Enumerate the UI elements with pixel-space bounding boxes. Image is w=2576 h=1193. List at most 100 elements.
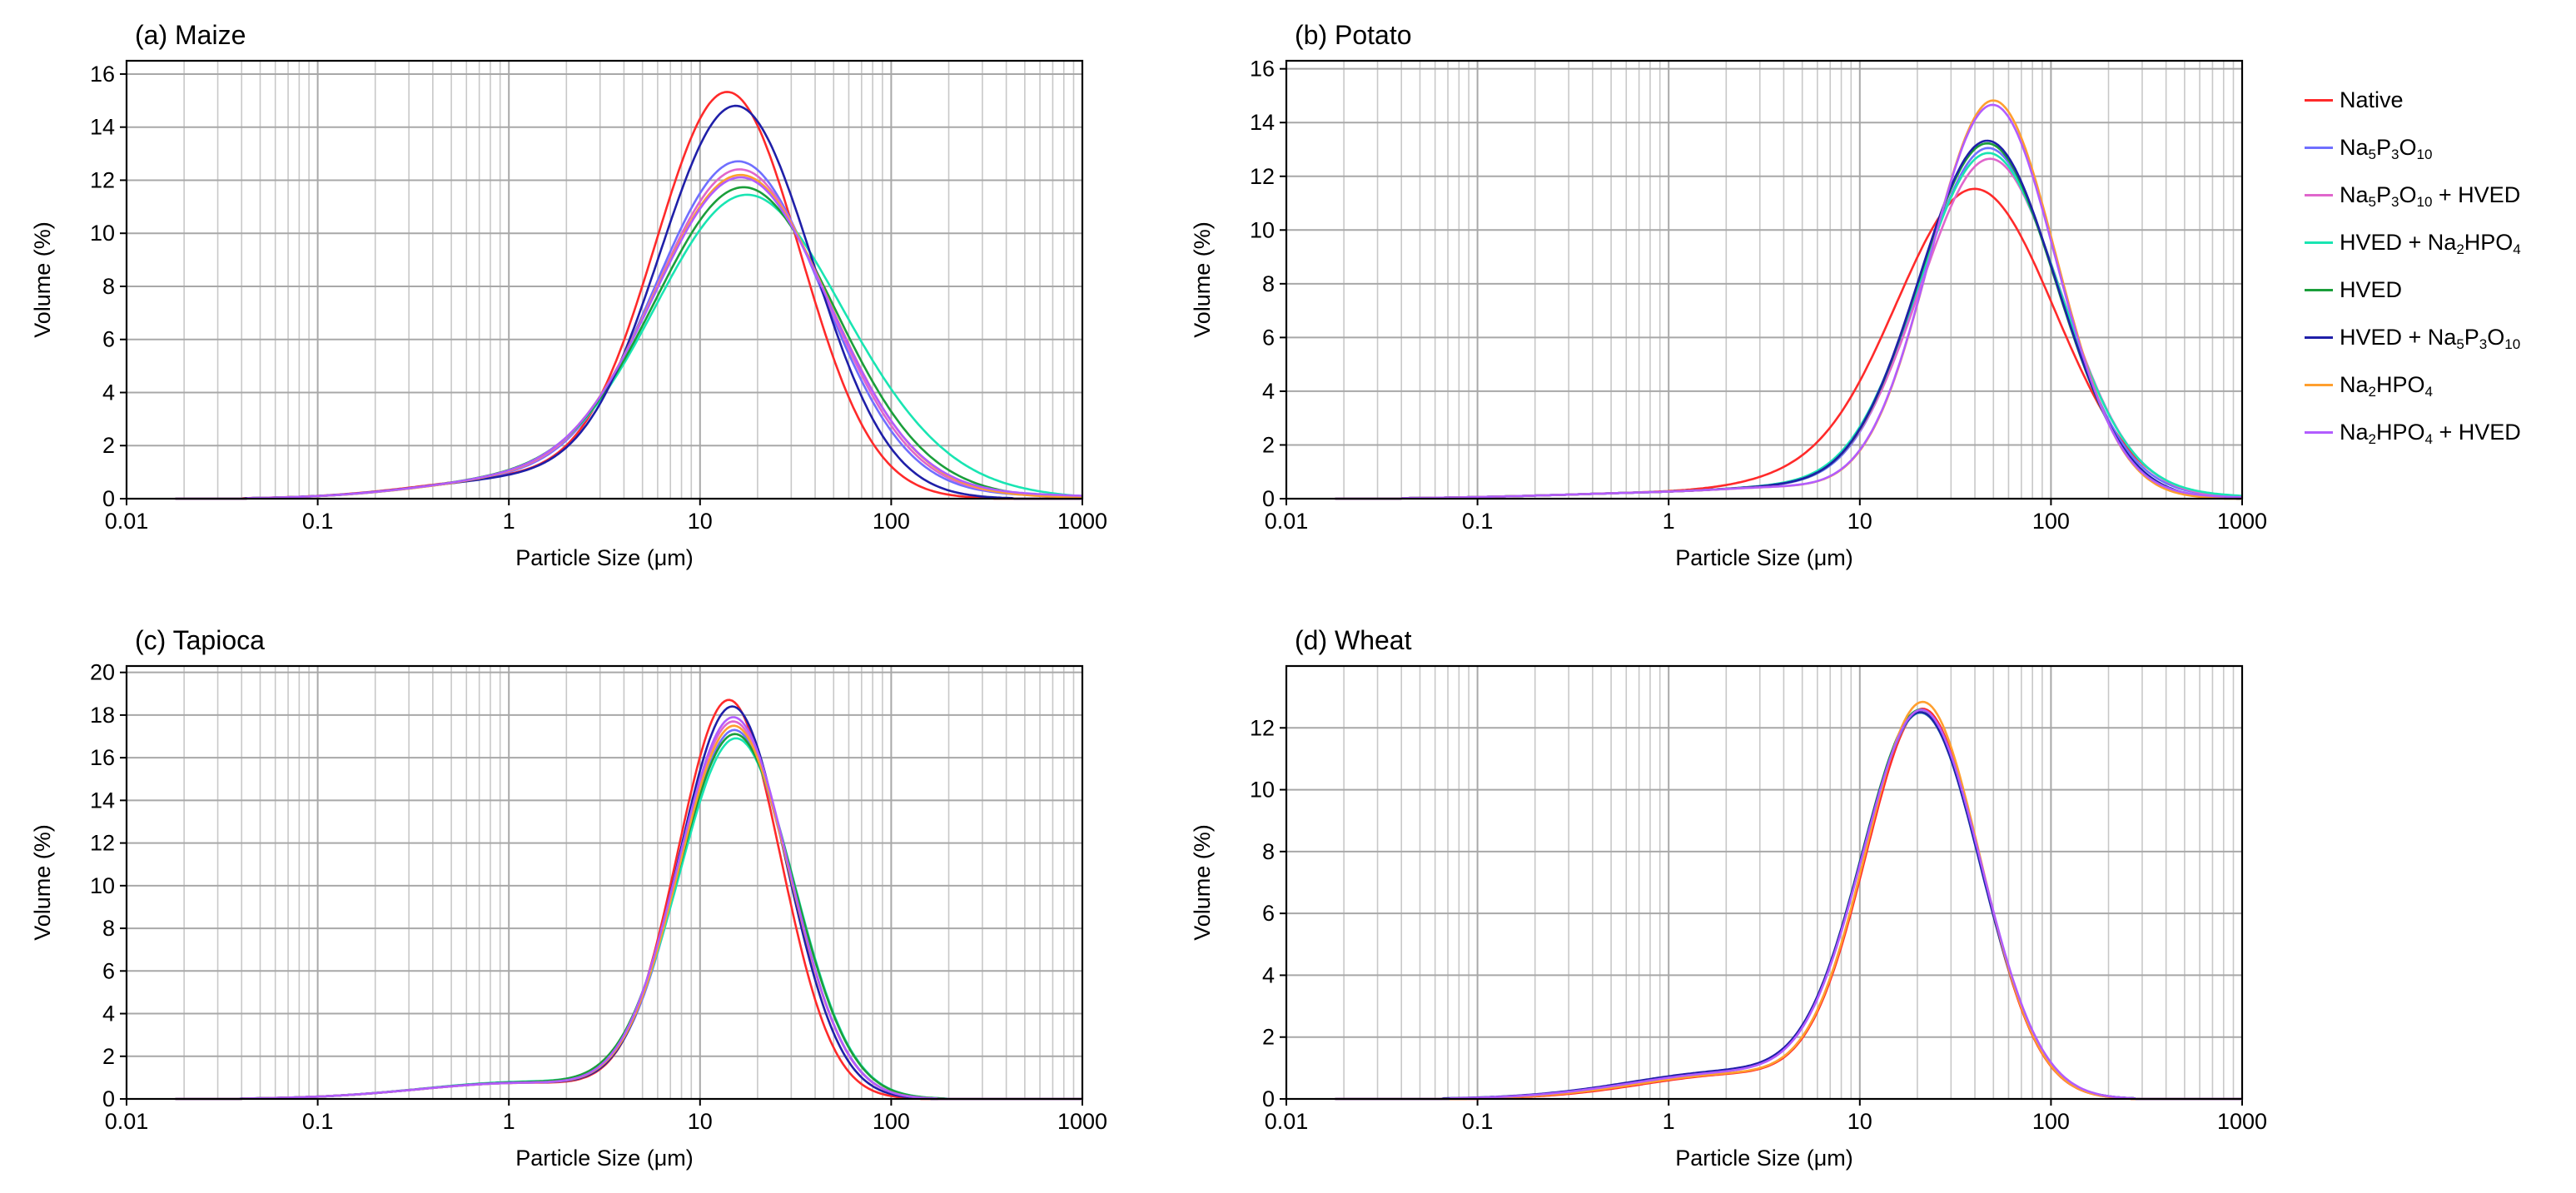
legend-label: HVED [2340,277,2403,302]
tapioca-y-tick-label: 6 [102,958,115,983]
legend-swatch [2305,194,2333,196]
potato-y-tick-label: 6 [1262,325,1275,350]
wheat-x-tick-label: 1 [1663,1109,1675,1134]
tapioca-x-tick-label: 0.1 [302,1109,334,1134]
tapioca-series-stpp_hved [175,720,1082,1101]
maize-y-tick-label: 0 [102,486,115,511]
legend-item-dsp_hved: Na2HPO4 + HVED [2305,409,2571,456]
potato-x-tick-label: 1 [1663,509,1675,534]
legend-swatch [2305,336,2333,339]
tapioca-panel: 0.01 0.1 1 10 100 1000 0 2 4 6 8 10 12 14 16 18 20 (c) Ta… [30,625,1107,1171]
legend-item-hved: HVED [2305,266,2571,314]
wheat-x-tick-label: 0.1 [1462,1109,1494,1134]
potato-series-dsp [1335,99,2242,500]
potato-y-tick-label: 16 [1250,57,1275,82]
wheat-series-hved_stpp [1335,711,2242,1101]
potato-y-tick-label: 14 [1250,110,1275,135]
legend-label: Na5P3O10 [2340,135,2433,162]
potato-series-stpp_hved [1335,157,2243,500]
potato-x-axis-label: Particle Size (μm) [1675,545,1853,570]
maize-y-tick-label: 6 [102,327,115,352]
tapioca-plot-frame [125,664,1084,1101]
tapioca-series-dsp_hved [175,716,1082,1101]
maize-plot-frame [125,59,1084,500]
wheat-series-dsp_hved [1335,708,2242,1101]
potato-y-tick-label: 10 [1250,217,1275,242]
legend-swatch [2305,99,2333,102]
maize-y-tick-label: 16 [90,62,115,87]
maize-y-axis-label: Volume (%) [30,221,55,338]
maize-x-tick-label: 10 [688,509,713,534]
wheat-y-tick-label: 4 [1262,962,1275,987]
wheat-y-tick-label: 8 [1262,839,1275,864]
maize-x-tick-label: 0.1 [302,509,334,534]
tapioca-y-tick-label: 10 [90,873,115,898]
tapioca-x-axis-label: Particle Size (μm) [515,1146,694,1171]
legend-item-stpp_hved: Na5P3O10 + HVED [2305,171,2571,219]
maize-x-axis-label: Particle Size (μm) [515,545,694,570]
maize-series-dsp_hved [175,176,1083,500]
wheat-series-hved_dsp [1335,711,2242,1101]
tapioca-x-tick-label: 0.01 [105,1109,149,1134]
legend-label: Na2HPO4 + HVED [2340,420,2521,447]
tapioca-y-tick-label: 14 [90,788,115,813]
potato-y-axis-label: Volume (%) [1190,221,1215,338]
maize-x-tick-label: 1000 [1057,509,1107,534]
tapioca-series-hved_stpp [175,705,1082,1101]
maize-y-tick-label: 14 [90,115,115,140]
maize-title: (a) Maize [135,20,246,50]
tapioca-y-tick-label: 0 [102,1086,115,1111]
maize-y-tick-label: 8 [102,274,115,299]
wheat-x-axis-label: Particle Size (μm) [1675,1146,1853,1171]
wheat-series-native [1335,708,2242,1101]
potato-series-hved_dsp [1335,152,2243,500]
tapioca-title: (c) Tapioca [135,625,265,655]
tapioca-y-tick-label: 18 [90,703,115,728]
tapioca-series-hved_dsp [175,737,1082,1101]
wheat-series-dsp [1335,700,2242,1101]
wheat-series-stpp_hved [1335,712,2242,1101]
maize-y-tick-label: 2 [102,433,115,458]
tapioca-y-tick-label: 4 [102,1002,115,1026]
wheat-x-tick-label: 10 [1847,1109,1872,1134]
wheat-plot-frame [1285,664,2244,1101]
tapioca-x-tick-label: 1 [503,1109,515,1134]
tapioca-x-tick-label: 10 [688,1109,713,1134]
tapioca-y-tick-label: 12 [90,831,115,856]
potato-x-tick-label: 100 [2032,509,2070,534]
potato-x-tick-label: 0.1 [1462,509,1494,534]
wheat-y-tick-label: 0 [1262,1086,1275,1111]
legend-label: HVED + Na2HPO4 [2340,230,2521,257]
legend-item-stpp: Na5P3O10 [2305,124,2571,171]
potato-x-tick-label: 1000 [2217,509,2267,534]
maize-panel: 0.01 0.1 1 10 100 1000 0 2 4 6 8 10 12 14 16 (a) Maize P… [30,20,1107,570]
potato-y-tick-label: 0 [1262,486,1275,511]
potato-y-tick-label: 12 [1250,164,1275,189]
potato-x-tick-label: 0.01 [1265,509,1309,534]
maize-series-stpp [175,160,1083,500]
tapioca-series-stpp [175,728,1082,1101]
legend-item-dsp: Na2HPO4 [2305,361,2571,409]
wheat-y-tick-label: 6 [1262,901,1275,926]
legend: Native Na5P3O10 Na5P3O10 + HVED HVED + Na2H… [2305,77,2571,456]
tapioca-series-hved [175,733,1082,1101]
wheat-y-axis-label: Volume (%) [1190,824,1215,941]
wheat-x-tick-label: 1000 [2217,1109,2267,1134]
legend-item-hved_stpp: HVED + Na5P3O10 [2305,314,2571,361]
potato-plot-frame [1285,59,2244,500]
legend-label: Na5P3O10 + HVED [2340,182,2521,210]
maize-series-native [175,91,1082,500]
legend-swatch [2305,431,2333,434]
wheat-x-tick-label: 0.01 [1265,1109,1309,1134]
maize-series-hved_stpp [175,104,1082,500]
potato-x-tick-label: 10 [1847,509,1872,534]
wheat-title: (d) Wheat [1295,625,1412,655]
tapioca-y-tick-label: 20 [90,660,115,685]
maize-x-tick-label: 0.01 [105,509,149,534]
potato-y-tick-label: 2 [1262,432,1275,457]
wheat-panel: 0.01 0.1 1 10 100 1000 0 2 4 6 8 10 12 (d) Wheat Parti… [1190,625,2267,1171]
potato-y-tick-label: 8 [1262,271,1275,296]
maize-x-tick-label: 1 [503,509,515,534]
